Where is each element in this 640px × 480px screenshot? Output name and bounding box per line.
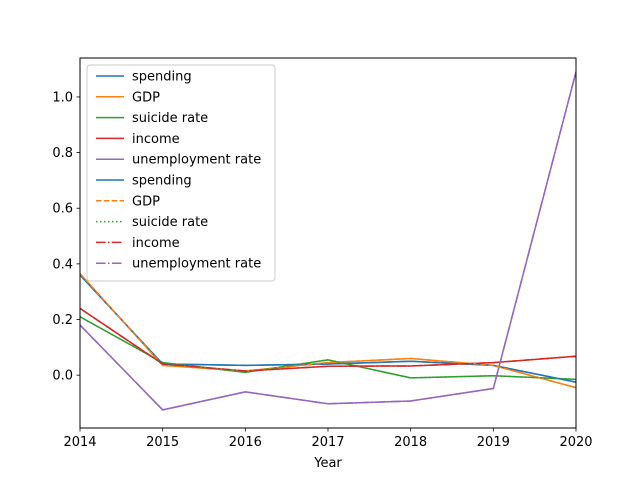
y-tick-label: 1.0 — [52, 90, 73, 105]
x-tick-label: 2020 — [559, 435, 592, 450]
legend-label: suicide rate — [132, 215, 208, 230]
x-tick-label: 2015 — [146, 435, 179, 450]
legend-label: GDP — [132, 194, 160, 209]
y-tick-label: 0.2 — [52, 313, 73, 328]
x-tick-label: 2016 — [229, 435, 262, 450]
series-line-2 — [80, 316, 576, 381]
series-line-9 — [80, 71, 576, 411]
series-line-7 — [80, 316, 576, 381]
y-tick-label: 0.0 — [52, 369, 73, 384]
legend-label: unemployment rate — [132, 257, 261, 272]
x-axis-label: Year — [313, 456, 342, 471]
legend: spending GDP suicide rate income unemploymen… — [86, 64, 276, 282]
legend-label: income — [132, 236, 180, 251]
series-layer — [80, 71, 576, 411]
series-line-6 — [80, 273, 576, 389]
legend-label: GDP — [132, 90, 160, 105]
legend-label: suicide rate — [132, 111, 208, 126]
legend-label: spending — [132, 174, 192, 189]
legend-label: income — [132, 132, 180, 147]
series-line-3 — [80, 307, 576, 372]
x-tick-label: 2014 — [63, 435, 96, 450]
y-tick-label: 0.6 — [52, 202, 73, 217]
series-line-8 — [80, 307, 576, 372]
legend-box — [86, 64, 276, 282]
x-tick-label: 2018 — [394, 435, 427, 450]
series-line-1 — [80, 273, 576, 389]
legend-label: spending — [132, 70, 192, 85]
y-axis-ticks: 0.0 0.2 0.4 0.6 0.8 1.0 — [52, 90, 80, 384]
legend-label: unemployment rate — [132, 153, 261, 168]
y-tick-label: 0.8 — [52, 146, 73, 161]
x-tick-label: 2017 — [311, 435, 344, 450]
x-tick-label: 2019 — [477, 435, 510, 450]
x-axis-ticks: 2014 2015 2016 2017 2018 2019 2020 — [63, 428, 593, 450]
y-tick-label: 0.4 — [52, 257, 73, 272]
